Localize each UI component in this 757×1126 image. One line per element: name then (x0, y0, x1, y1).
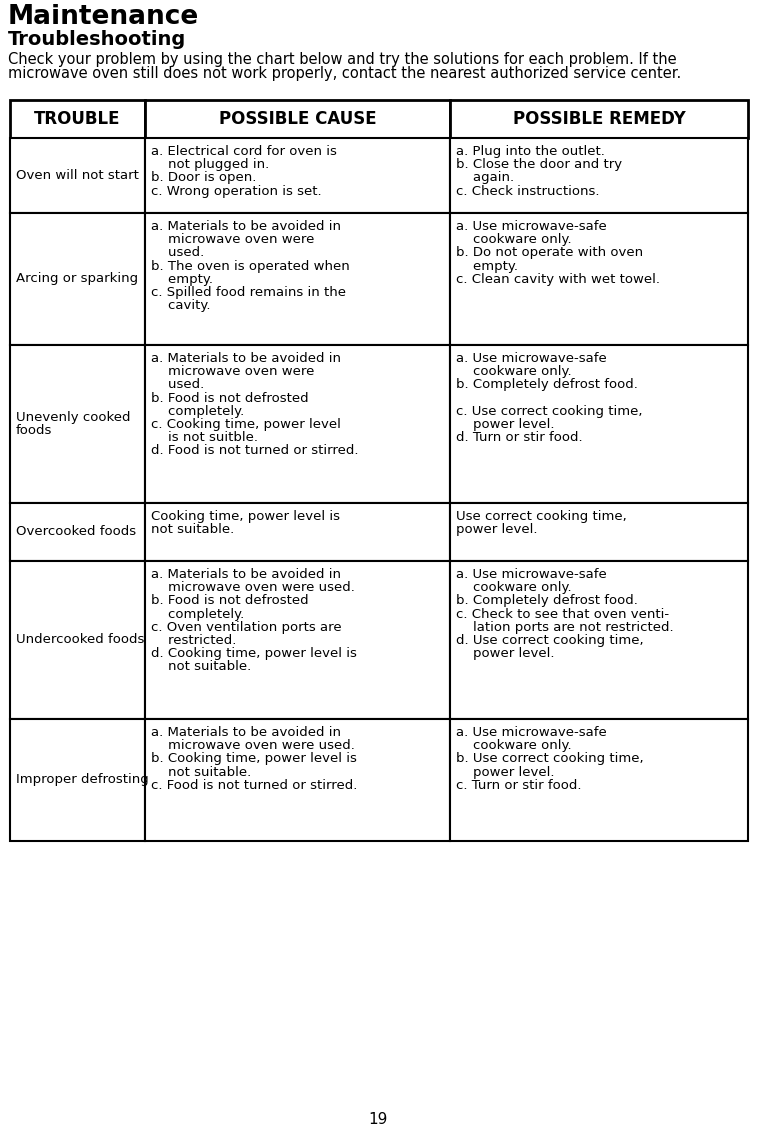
Text: c. Clean cavity with wet towel.: c. Clean cavity with wet towel. (456, 272, 660, 286)
Text: completely.: completely. (151, 608, 245, 620)
Text: Unevenly cooked: Unevenly cooked (16, 411, 130, 423)
Text: Undercooked foods: Undercooked foods (16, 634, 145, 646)
Text: cookware only.: cookware only. (456, 365, 572, 378)
Text: c. Spilled food remains in the: c. Spilled food remains in the (151, 286, 346, 300)
Text: b. Use correct cooking time,: b. Use correct cooking time, (456, 752, 643, 766)
Text: used.: used. (151, 247, 204, 259)
Text: a. Use microwave-safe: a. Use microwave-safe (456, 352, 606, 365)
Text: d. Cooking time, power level is: d. Cooking time, power level is (151, 647, 357, 660)
Text: cavity.: cavity. (151, 300, 210, 312)
Text: restricted.: restricted. (151, 634, 236, 647)
Text: a. Use microwave-safe: a. Use microwave-safe (456, 568, 606, 581)
Bar (450, 720, 748, 841)
Bar (450, 561, 748, 720)
Text: a. Plug into the outlet.: a. Plug into the outlet. (456, 145, 605, 158)
Text: POSSIBLE CAUSE: POSSIBLE CAUSE (219, 110, 376, 128)
Text: Use correct cooking time,: Use correct cooking time, (456, 510, 627, 522)
Text: b. Cooking time, power level is: b. Cooking time, power level is (151, 752, 357, 766)
Text: not suitable.: not suitable. (151, 766, 251, 778)
Text: not plugged in.: not plugged in. (151, 158, 269, 171)
Text: cookware only.: cookware only. (456, 233, 572, 247)
Bar (450, 100, 748, 138)
Text: power level.: power level. (456, 766, 554, 778)
Text: microwave oven were used.: microwave oven were used. (151, 739, 355, 752)
Text: c. Cooking time, power level: c. Cooking time, power level (151, 418, 341, 431)
Bar (145, 213, 450, 345)
Text: power level.: power level. (456, 524, 537, 536)
Text: Maintenance: Maintenance (8, 5, 199, 30)
Text: a. Use microwave-safe: a. Use microwave-safe (456, 726, 606, 739)
Text: b. Do not operate with oven: b. Do not operate with oven (456, 247, 643, 259)
Text: a. Use microwave-safe: a. Use microwave-safe (456, 220, 606, 233)
Bar (145, 561, 450, 720)
Text: is not suitble.: is not suitble. (151, 431, 258, 444)
Text: Arcing or sparking: Arcing or sparking (16, 272, 138, 285)
Text: a. Materials to be avoided in: a. Materials to be avoided in (151, 352, 341, 365)
Text: empty.: empty. (456, 260, 518, 272)
Text: c. Oven ventilation ports are: c. Oven ventilation ports are (151, 620, 341, 634)
Text: microwave oven still does not work properly, contact the nearest authorized serv: microwave oven still does not work prope… (8, 66, 681, 81)
Text: a. Electrical cord for oven is: a. Electrical cord for oven is (151, 145, 337, 158)
Bar (10, 720, 145, 841)
Text: Oven will not start: Oven will not start (16, 169, 139, 182)
Text: Improper defrosting: Improper defrosting (16, 774, 148, 786)
Bar (10, 561, 145, 720)
Text: a. Materials to be avoided in: a. Materials to be avoided in (151, 726, 341, 739)
Bar (145, 100, 450, 138)
Text: d. Use correct cooking time,: d. Use correct cooking time, (456, 634, 643, 647)
Text: b. Door is open.: b. Door is open. (151, 171, 257, 185)
Text: c. Wrong operation is set.: c. Wrong operation is set. (151, 185, 322, 197)
Bar (145, 720, 450, 841)
Text: 19: 19 (369, 1112, 388, 1126)
Bar (450, 138, 748, 213)
Text: Cooking time, power level is: Cooking time, power level is (151, 510, 340, 522)
Bar (10, 100, 145, 138)
Text: power level.: power level. (456, 418, 554, 431)
Bar (450, 213, 748, 345)
Text: c. Turn or stir food.: c. Turn or stir food. (456, 779, 581, 792)
Text: lation ports are not restricted.: lation ports are not restricted. (456, 620, 674, 634)
Text: Troubleshooting: Troubleshooting (8, 30, 186, 50)
Text: Check your problem by using the chart below and try the solutions for each probl: Check your problem by using the chart be… (8, 52, 677, 68)
Text: b. Food is not defrosted: b. Food is not defrosted (151, 595, 309, 607)
Text: d. Turn or stir food.: d. Turn or stir food. (456, 431, 582, 444)
Text: Overcooked foods: Overcooked foods (16, 526, 136, 538)
Bar (145, 503, 450, 561)
Text: microwave oven were: microwave oven were (151, 233, 314, 247)
Text: not suitable.: not suitable. (151, 524, 235, 536)
Text: completely.: completely. (151, 405, 245, 418)
Text: a. Materials to be avoided in: a. Materials to be avoided in (151, 220, 341, 233)
Bar (10, 213, 145, 345)
Text: c. Use correct cooking time,: c. Use correct cooking time, (456, 405, 643, 418)
Bar (450, 503, 748, 561)
Bar (450, 345, 748, 503)
Text: cookware only.: cookware only. (456, 581, 572, 595)
Text: power level.: power level. (456, 647, 554, 660)
Text: d. Food is not turned or stirred.: d. Food is not turned or stirred. (151, 445, 359, 457)
Text: empty.: empty. (151, 272, 213, 286)
Text: cookware only.: cookware only. (456, 739, 572, 752)
Text: microwave oven were used.: microwave oven were used. (151, 581, 355, 595)
Text: TROUBLE: TROUBLE (34, 110, 121, 128)
Text: b. The oven is operated when: b. The oven is operated when (151, 260, 350, 272)
Bar (10, 345, 145, 503)
Text: b. Completely defrost food.: b. Completely defrost food. (456, 595, 637, 607)
Text: again.: again. (456, 171, 514, 185)
Text: microwave oven were: microwave oven were (151, 365, 314, 378)
Text: c. Check instructions.: c. Check instructions. (456, 185, 600, 197)
Text: foods: foods (16, 425, 52, 437)
Text: used.: used. (151, 378, 204, 392)
Text: c. Food is not turned or stirred.: c. Food is not turned or stirred. (151, 779, 357, 792)
Bar (10, 138, 145, 213)
Text: c. Check to see that oven venti-: c. Check to see that oven venti- (456, 608, 669, 620)
Bar (145, 138, 450, 213)
Text: POSSIBLE REMEDY: POSSIBLE REMEDY (512, 110, 685, 128)
Text: b. Completely defrost food.: b. Completely defrost food. (456, 378, 637, 392)
Bar (10, 503, 145, 561)
Text: b. Food is not defrosted: b. Food is not defrosted (151, 392, 309, 404)
Text: a. Materials to be avoided in: a. Materials to be avoided in (151, 568, 341, 581)
Bar (145, 345, 450, 503)
Text: not suitable.: not suitable. (151, 661, 251, 673)
Text: b. Close the door and try: b. Close the door and try (456, 158, 622, 171)
